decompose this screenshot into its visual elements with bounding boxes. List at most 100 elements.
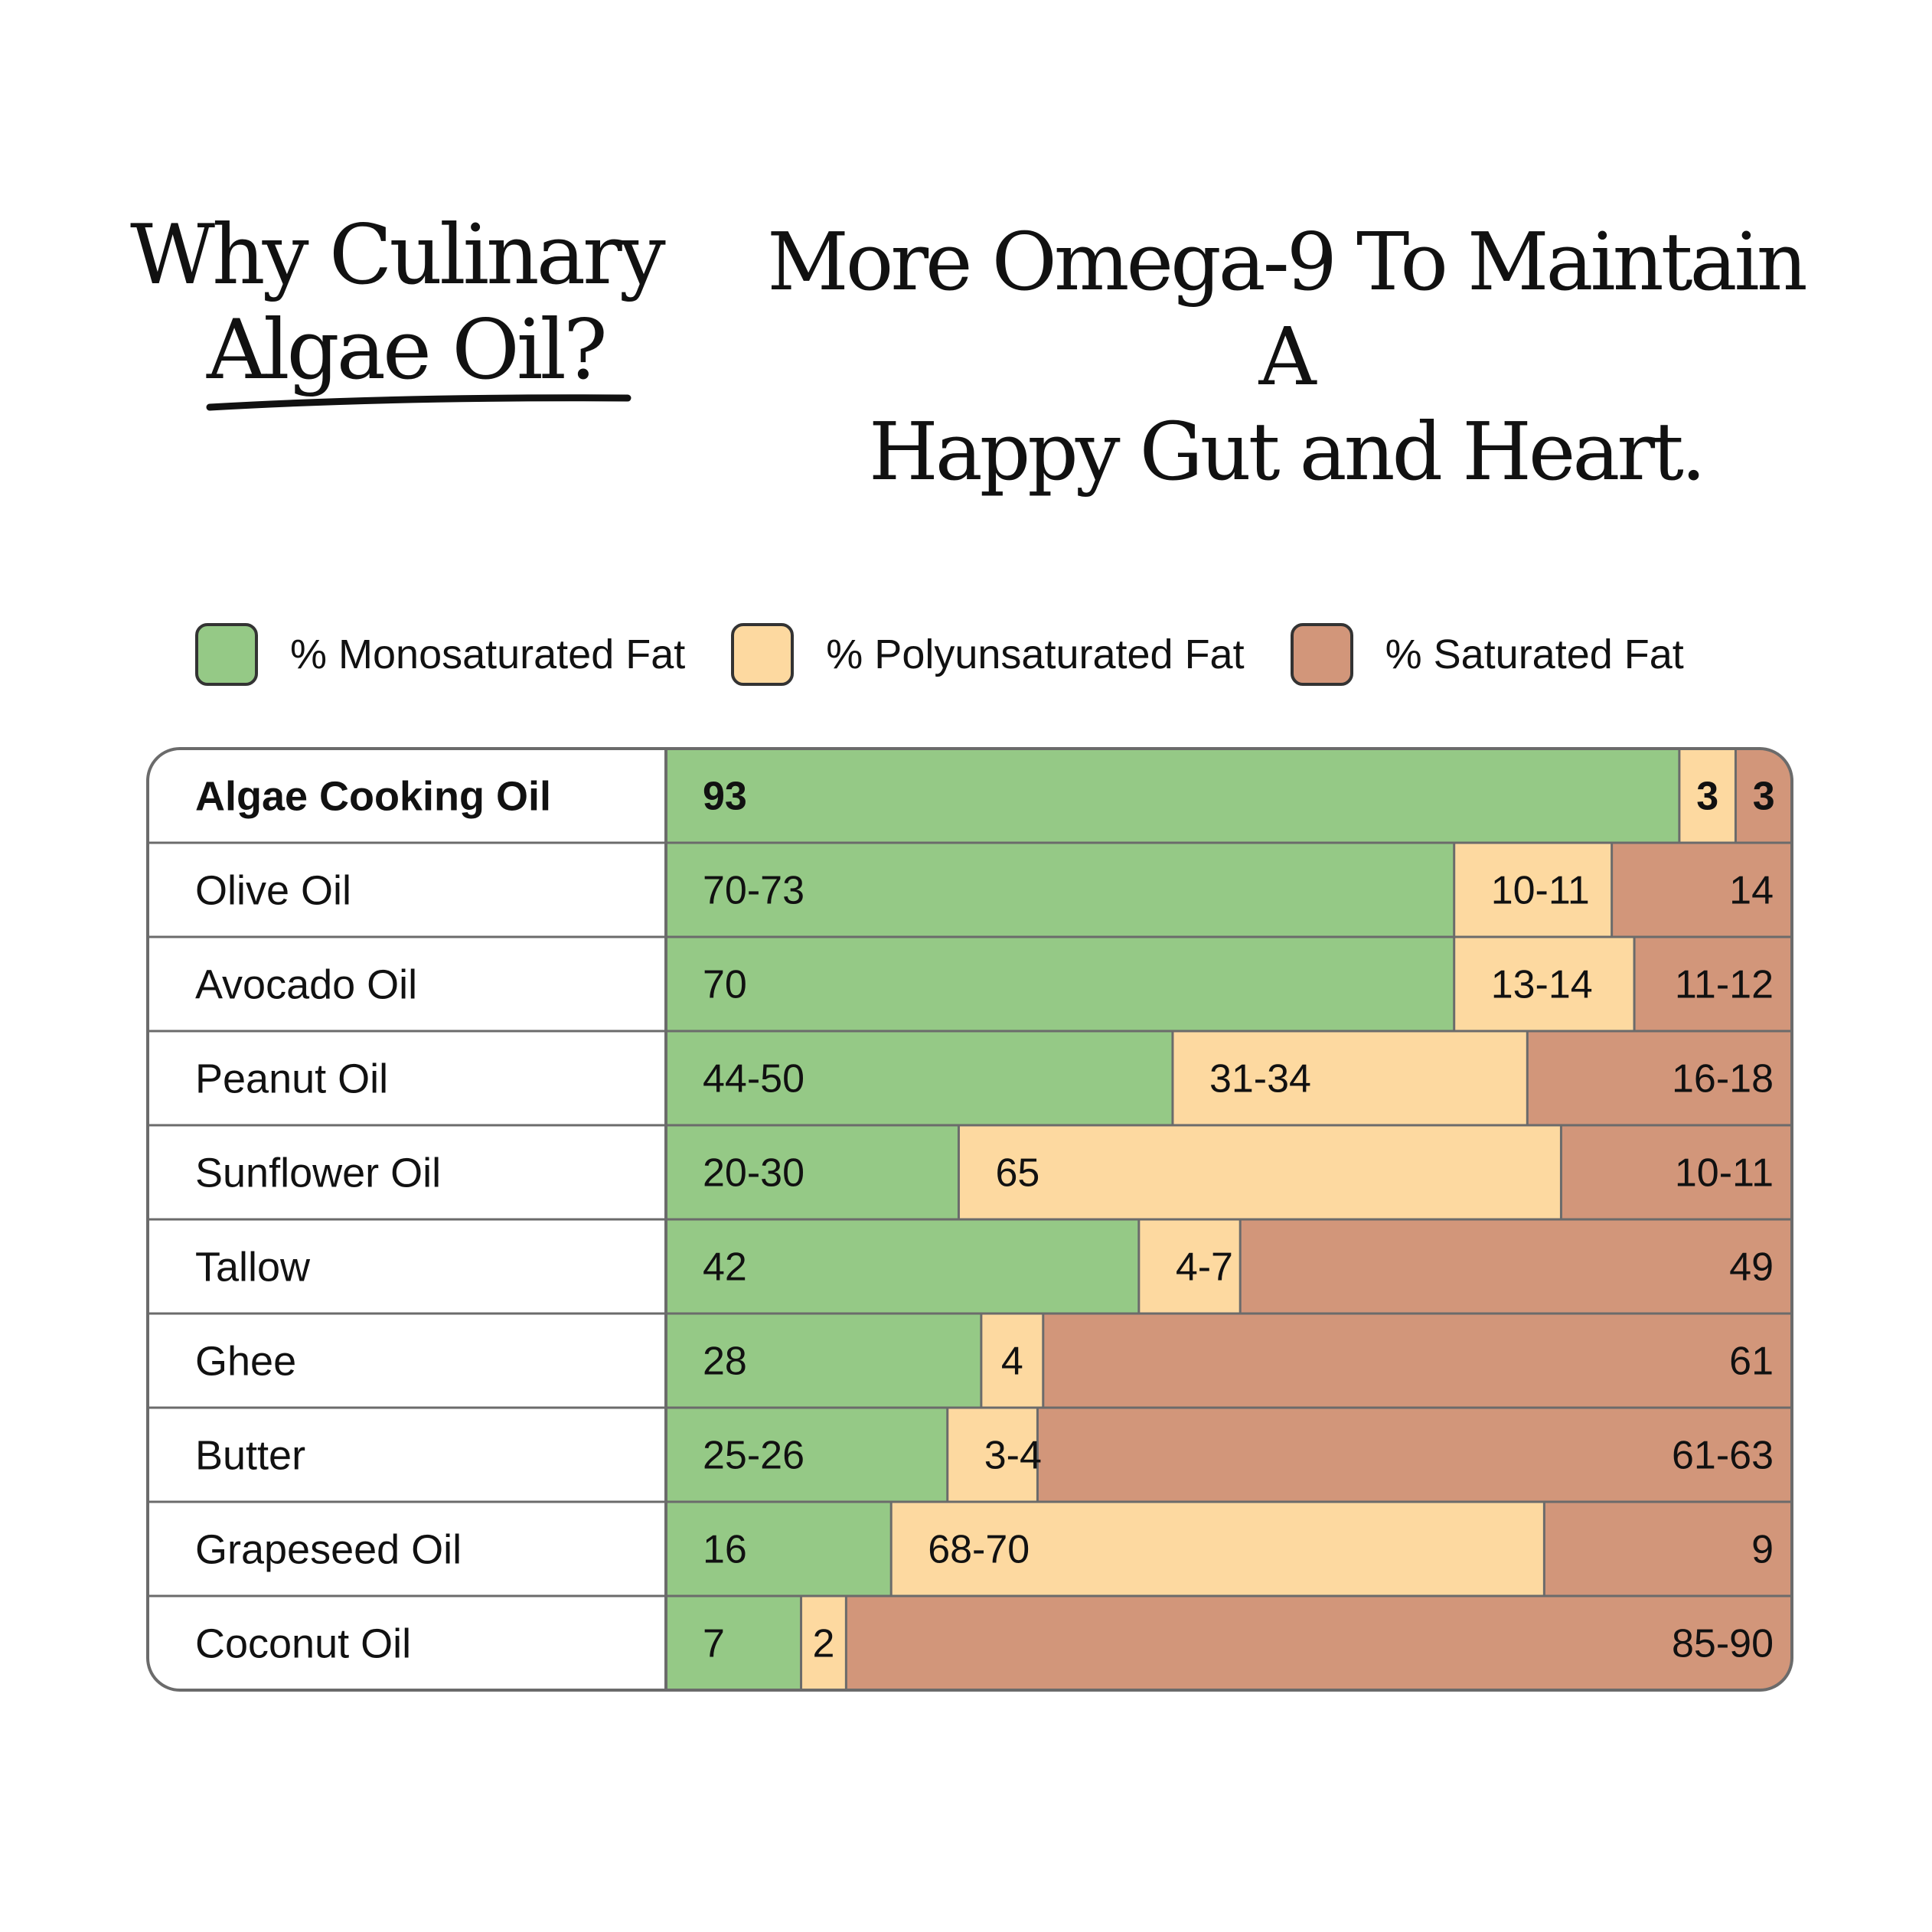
bar-sat-sunflower-oil — [1561, 1125, 1792, 1219]
legend-swatch-poly — [731, 623, 795, 686]
value-label-poly-peanut-oil: 31-34 — [1209, 1057, 1311, 1101]
legend-label-mono: % Monosaturated Fat — [290, 631, 686, 677]
left-title-line1: Why Culinary — [130, 207, 666, 303]
value-label-sat-coconut-oil: 85-90 — [1672, 1622, 1774, 1666]
value-label-poly-algae-cooking-oil: 3 — [1696, 775, 1718, 819]
oil-name-tallow: Tallow — [195, 1245, 311, 1291]
table-body — [148, 749, 1792, 1690]
table-border — [146, 747, 1793, 1692]
value-label-sat-algae-cooking-oil: 3 — [1753, 775, 1775, 819]
bar-poly-avocado-oil — [1454, 937, 1635, 1031]
bar-sat-peanut-oil — [1527, 1031, 1792, 1125]
bar-mono-peanut-oil — [666, 1031, 1173, 1125]
bar-mono-ghee — [666, 1314, 981, 1408]
bar-poly-sunflower-oil — [958, 1125, 1562, 1219]
value-label-mono-ghee: 28 — [703, 1340, 747, 1384]
row-label-cell-olive-oil — [148, 843, 666, 937]
bar-poly-butter — [947, 1408, 1038, 1502]
row-label-cell-coconut-oil — [148, 1596, 666, 1690]
bar-poly-ghee — [981, 1314, 1043, 1408]
bar-mono-grapeseed-oil — [666, 1502, 892, 1596]
value-label-poly-ghee: 4 — [1001, 1340, 1023, 1384]
value-label-mono-coconut-oil: 7 — [703, 1622, 725, 1666]
row-label-cell-grapeseed-oil — [148, 1502, 666, 1596]
oil-name-butter: Butter — [195, 1433, 305, 1479]
row-label-cell-avocado-oil — [148, 937, 666, 1031]
legend-swatch-sat — [1290, 623, 1353, 686]
bar-poly-algae-cooking-oil — [1679, 749, 1736, 843]
value-label-poly-avocado-oil: 13-14 — [1491, 963, 1593, 1007]
legend-label-sat: % Saturated Fat — [1385, 631, 1684, 677]
bar-sat-algae-cooking-oil — [1735, 749, 1792, 843]
bar-sat-avocado-oil — [1634, 937, 1792, 1031]
bar-mono-avocado-oil — [666, 937, 1454, 1031]
left-title-line2: Algae Oil? — [130, 302, 663, 411]
table-labels: Algae Cooking Oil 93 3 3 Olive Oil 70-73 10-11… — [195, 774, 1775, 1667]
oil-name-sunflower-oil: Sunflower Oil — [195, 1150, 441, 1196]
bar-sat-ghee — [1043, 1314, 1792, 1408]
value-label-sat-tallow: 49 — [1729, 1245, 1774, 1290]
left-title: Why Culinary Algae Oil? — [130, 207, 666, 411]
value-label-sat-peanut-oil: 16-18 — [1672, 1057, 1774, 1101]
row-label-cell-tallow — [148, 1219, 666, 1314]
bar-mono-algae-cooking-oil — [666, 749, 1679, 843]
right-title-line1: More Omega-9 To Maintain A — [767, 215, 1808, 403]
bar-mono-butter — [666, 1408, 948, 1502]
value-label-poly-coconut-oil: 2 — [812, 1622, 834, 1666]
value-label-mono-butter: 25-26 — [703, 1434, 804, 1478]
bar-sat-coconut-oil — [846, 1596, 1792, 1690]
value-label-mono-tallow: 42 — [703, 1245, 747, 1290]
row-label-cell-butter — [148, 1408, 666, 1502]
left-title-line2-text: Algae Oil? — [207, 302, 608, 398]
value-label-sat-avocado-oil: 11-12 — [1675, 963, 1774, 1007]
value-label-mono-olive-oil: 70-73 — [703, 869, 804, 913]
value-label-poly-olive-oil: 10-11 — [1491, 869, 1590, 913]
bar-sat-butter — [1037, 1408, 1792, 1502]
right-title: More Omega-9 To Maintain A Happy Gut and… — [735, 214, 1837, 499]
oil-name-coconut-oil: Coconut Oil — [195, 1621, 411, 1667]
value-label-sat-grapeseed-oil: 9 — [1751, 1528, 1774, 1572]
bar-poly-tallow — [1138, 1219, 1241, 1314]
legend: % Monosaturated Fat % Polyunsaturated Fa… — [195, 620, 1730, 689]
oil-name-algae-cooking-oil: Algae Cooking Oil — [195, 774, 551, 820]
legend-item-sat: % Saturated Fat — [1290, 623, 1684, 686]
bar-poly-olive-oil — [1454, 843, 1612, 937]
value-label-poly-sunflower-oil: 65 — [995, 1151, 1039, 1196]
value-label-sat-ghee: 61 — [1729, 1340, 1774, 1384]
bar-sat-tallow — [1240, 1219, 1792, 1314]
legend-item-mono: % Monosaturated Fat — [195, 623, 685, 686]
value-label-mono-avocado-oil: 70 — [703, 963, 747, 1007]
value-label-poly-grapeseed-oil: 68-70 — [928, 1528, 1030, 1572]
value-label-poly-butter: 3-4 — [984, 1434, 1042, 1478]
bar-poly-peanut-oil — [1172, 1031, 1528, 1125]
bar-poly-coconut-oil — [801, 1596, 847, 1690]
value-label-mono-peanut-oil: 44-50 — [703, 1057, 804, 1101]
value-label-mono-sunflower-oil: 20-30 — [703, 1151, 804, 1196]
row-label-cell-algae-cooking-oil — [148, 749, 666, 843]
legend-swatch-mono — [195, 623, 258, 686]
bar-sat-olive-oil — [1611, 843, 1792, 937]
table-gridlines — [148, 749, 1792, 1690]
legend-item-poly: % Polyunsaturated Fat — [731, 623, 1245, 686]
row-label-cell-sunflower-oil — [148, 1125, 666, 1219]
bar-sat-grapeseed-oil — [1544, 1502, 1792, 1596]
oil-name-ghee: Ghee — [195, 1339, 296, 1385]
value-label-mono-algae-cooking-oil: 93 — [703, 775, 747, 819]
title-underline — [206, 394, 631, 411]
oil-name-peanut-oil: Peanut Oil — [195, 1056, 388, 1102]
value-label-mono-grapeseed-oil: 16 — [703, 1528, 747, 1572]
value-label-sat-sunflower-oil: 10-11 — [1675, 1151, 1774, 1196]
oil-name-avocado-oil: Avocado Oil — [195, 962, 417, 1008]
bar-poly-grapeseed-oil — [891, 1502, 1545, 1596]
oil-name-grapeseed-oil: Grapeseed Oil — [195, 1527, 462, 1573]
bar-mono-coconut-oil — [666, 1596, 801, 1690]
right-title-line2: Happy Gut and Heart. — [869, 405, 1706, 498]
row-label-cell-ghee — [148, 1314, 666, 1408]
value-label-sat-butter: 61-63 — [1672, 1434, 1774, 1478]
bar-mono-tallow — [666, 1219, 1139, 1314]
value-label-poly-tallow: 4-7 — [1176, 1245, 1233, 1290]
legend-label-poly: % Polyunsaturated Fat — [826, 631, 1245, 677]
oil-name-olive-oil: Olive Oil — [195, 868, 351, 914]
bar-mono-sunflower-oil — [666, 1125, 959, 1219]
